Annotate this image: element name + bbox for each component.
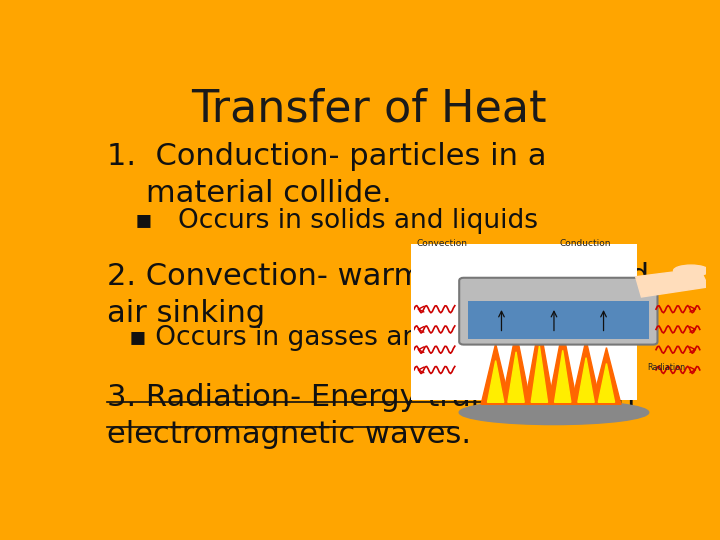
Text: ▪ Occurs in gasses and liquids: ▪ Occurs in gasses and liquids bbox=[129, 325, 531, 350]
Text: Conduction: Conduction bbox=[560, 239, 611, 248]
Polygon shape bbox=[501, 332, 531, 404]
Text: Transfer of Heat: Transfer of Heat bbox=[192, 87, 546, 131]
Polygon shape bbox=[508, 352, 524, 402]
Polygon shape bbox=[578, 357, 594, 402]
Polygon shape bbox=[554, 350, 571, 402]
Bar bbox=[411, 244, 636, 400]
Polygon shape bbox=[572, 340, 600, 404]
Ellipse shape bbox=[459, 400, 649, 424]
Text: 2. Convection- warm air rising, cold
air sinking: 2. Convection- warm air rising, cold air… bbox=[107, 262, 649, 328]
Polygon shape bbox=[525, 323, 554, 404]
Polygon shape bbox=[636, 269, 708, 297]
Text: 1.  Conduction- particles in a
    material collide.: 1. Conduction- particles in a material c… bbox=[107, 141, 546, 208]
Text: Radiation: Radiation bbox=[647, 363, 685, 372]
FancyBboxPatch shape bbox=[459, 278, 657, 345]
Polygon shape bbox=[592, 348, 621, 404]
Text: ▪   Occurs in solids and liquids: ▪ Occurs in solids and liquids bbox=[135, 208, 538, 234]
Polygon shape bbox=[531, 346, 547, 402]
Ellipse shape bbox=[673, 265, 708, 276]
Text: Convection: Convection bbox=[417, 239, 468, 248]
Polygon shape bbox=[487, 361, 504, 402]
Polygon shape bbox=[481, 343, 510, 404]
Polygon shape bbox=[598, 363, 615, 402]
Text: 3. Radiation- Energy transferred in
electromagnetic waves.: 3. Radiation- Energy transferred in elec… bbox=[107, 383, 635, 449]
Polygon shape bbox=[548, 329, 577, 404]
Bar bbox=[468, 301, 649, 339]
